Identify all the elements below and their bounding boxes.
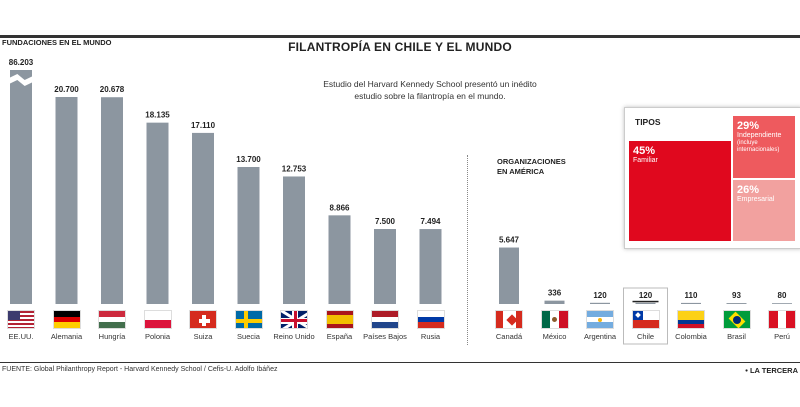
- page-title-text: FILANTROPÍA EN CHILE Y EL MUNDO: [278, 40, 522, 54]
- bar-canad-: [499, 247, 519, 304]
- tipos-panel: TIPOS 45% Familiar 29% Independiente (in…: [624, 107, 800, 249]
- value-label-m-xico: 336: [548, 289, 562, 298]
- country-label-m-xico: México: [542, 332, 567, 341]
- flag-polonia-icon: [143, 310, 172, 329]
- value-label-espa-a: 8.866: [329, 203, 350, 212]
- tipos-title: TIPOS: [635, 117, 661, 127]
- tipos-tile-empresarial-pct: 26%: [737, 184, 760, 196]
- brand-logo: • LA TERCERA: [745, 366, 798, 375]
- tipos-tile-independiente-sublabel: (incluye internacionales): [737, 140, 780, 153]
- flag-per--icon: [768, 310, 796, 329]
- flag-canad--icon: [495, 310, 523, 329]
- section-divider: [467, 155, 468, 345]
- flag-ee-uu--icon: [7, 310, 35, 329]
- country-label-argentina: Argentina: [583, 332, 617, 341]
- tipos-tile-empresarial: 26% Empresarial: [733, 180, 795, 241]
- axis-break-ee-uu-: [9, 74, 33, 86]
- country-label-ee-uu-: EE.UU.: [8, 332, 34, 341]
- bar-espa-a: [328, 215, 351, 304]
- page-title: FILANTROPÍA EN CHILE Y EL MUNDO: [0, 40, 800, 54]
- flag-suecia-icon: [234, 310, 263, 329]
- country-label-chile: Chile: [636, 332, 655, 341]
- value-label-hungr-a: 20.678: [100, 85, 125, 94]
- flag-m-xico-icon: [540, 310, 569, 329]
- subtitle: Estudio del Harvard Kennedy School prese…: [290, 78, 570, 102]
- section-label-america-line-2: EN AMÉRICA: [497, 167, 545, 176]
- tipos-tile-familiar: 45% Familiar: [629, 141, 731, 241]
- flag-argentina-icon: [586, 310, 614, 329]
- bar-hungr-a: [101, 97, 123, 304]
- country-label-espa-a: España: [326, 332, 353, 341]
- bar-suecia: [237, 167, 260, 304]
- flag-hungr-a-icon: [98, 310, 126, 329]
- flag-alemania-icon: [52, 310, 81, 329]
- value-label-canad-: 5.647: [499, 236, 520, 245]
- tipos-tile-independiente-label: Independiente: [737, 132, 782, 139]
- header-rule: [0, 35, 800, 38]
- country-label-pa-ses-bajos: Países Bajos: [363, 332, 407, 341]
- country-label-reino-unido: Reino Unido: [273, 332, 315, 341]
- footer-rule: [0, 362, 800, 363]
- subtitle-line-2: estudio sobre la filantropía en el mundo…: [354, 91, 506, 101]
- section-label-world: FUNDACIONES EN EL MUNDO: [2, 38, 112, 47]
- country-label-hungr-a: Hungría: [98, 332, 126, 341]
- value-label-rusia: 7.494: [420, 217, 441, 226]
- bar-rusia: [419, 229, 442, 304]
- country-label-brasil: Brasil: [727, 332, 746, 341]
- bar-reino-unido: [283, 176, 305, 304]
- country-label-colombia: Colombia: [675, 332, 707, 341]
- country-label-suecia: Suecia: [237, 332, 260, 341]
- bar-m-xico: [544, 300, 565, 304]
- country-label-suiza: Suiza: [193, 332, 213, 341]
- value-label-suiza: 17.110: [191, 121, 216, 130]
- bar-suiza: [192, 132, 214, 304]
- value-label-polonia: 18.135: [145, 111, 170, 120]
- value-label-alemania: 20.700: [54, 85, 79, 94]
- section-label-america: ORGANIZACIONES EN AMÉRICA: [497, 157, 566, 177]
- bar-pa-ses-bajos: [374, 229, 396, 304]
- country-label-rusia: Rusia: [420, 332, 441, 341]
- flag-reino-unido-icon: [280, 310, 308, 329]
- flag-espa-a-icon: [325, 310, 354, 329]
- value-label-per-: 80: [778, 291, 787, 300]
- tipos-tile-familiar-label: Familiar: [633, 157, 658, 164]
- bar-brasil: [726, 303, 747, 304]
- flag-pa-ses-bajos-icon: [371, 310, 399, 329]
- bar-chile: [635, 302, 656, 304]
- highlight-underline-chile: [632, 300, 659, 303]
- value-label-pa-ses-bajos: 7.500: [375, 217, 396, 226]
- bar-colombia: [681, 302, 701, 304]
- tipos-tile-empresarial-label: Empresarial: [737, 196, 775, 203]
- flag-colombia-icon: [677, 310, 705, 329]
- value-label-brasil: 93: [732, 291, 741, 300]
- source-note: FUENTE: Global Philanthropy Report - Har…: [2, 366, 278, 373]
- tipos-tile-independiente: 29% Independiente (incluye internacional…: [733, 116, 795, 178]
- flag-suiza-icon: [189, 310, 217, 329]
- value-label-suecia: 13.700: [236, 155, 261, 164]
- bar-polonia: [146, 122, 169, 305]
- bar-alemania: [55, 97, 78, 304]
- bar-ee-uu-: [10, 70, 32, 304]
- tipos-tile-independiente-pct: 29%: [737, 120, 760, 132]
- flag-chile-icon: [631, 310, 660, 329]
- tipos-tile-familiar-pct: 45%: [633, 145, 656, 157]
- country-label-polonia: Polonia: [144, 332, 171, 341]
- bar-argentina: [590, 302, 610, 304]
- flag-brasil-icon: [722, 310, 751, 329]
- value-label-ee-uu-: 86.203: [9, 58, 34, 67]
- bar-per-: [772, 303, 792, 304]
- value-label-chile: 120: [639, 291, 653, 300]
- section-label-america-line-1: ORGANIZACIONES: [497, 157, 566, 166]
- highlight-frame-chile: [623, 287, 668, 345]
- country-label-alemania: Alemania: [50, 332, 83, 341]
- country-label-per-: Perú: [774, 332, 790, 341]
- value-label-argentina: 120: [593, 291, 607, 300]
- subtitle-line-1: Estudio del Harvard Kennedy School prese…: [323, 79, 537, 89]
- flag-rusia-icon: [416, 310, 445, 329]
- country-label-canad-: Canadá: [495, 332, 523, 341]
- value-label-reino-unido: 12.753: [282, 164, 307, 173]
- value-label-colombia: 110: [685, 291, 698, 300]
